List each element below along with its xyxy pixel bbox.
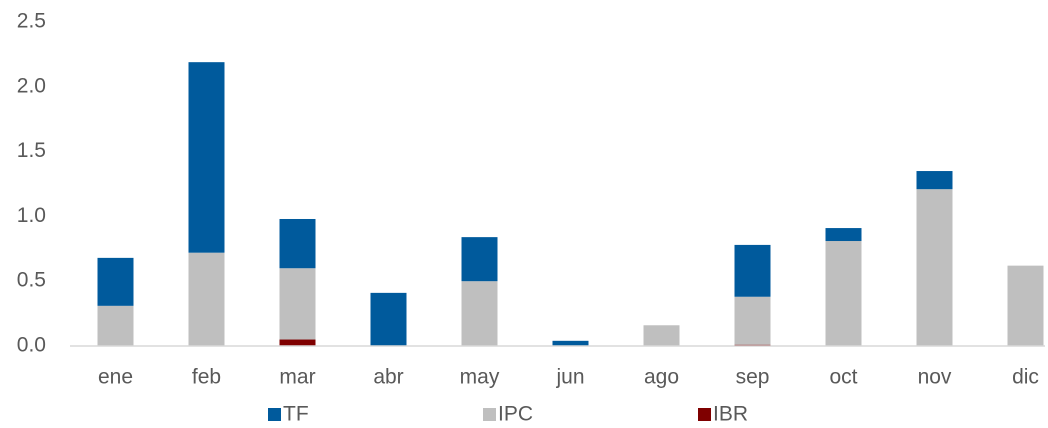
bar-segment (461, 281, 498, 346)
bar-segment (825, 228, 862, 242)
x-tick-label: dic (1012, 366, 1039, 389)
legend-label: TF (283, 403, 309, 426)
legend-label: IBR (713, 403, 748, 426)
bar-segment (734, 296, 771, 345)
bar-segment (734, 244, 771, 297)
y-tick-label: 0.0 (17, 334, 46, 357)
bar-segment (188, 62, 225, 253)
y-tick-label: 0.5 (17, 269, 46, 292)
legend-swatch (698, 408, 711, 421)
x-tick-label: ene (98, 366, 133, 389)
bar-segment (97, 257, 134, 306)
bar-segment (825, 241, 862, 346)
bar-segment (552, 340, 589, 346)
bar-segment (370, 292, 407, 346)
bar-segment (279, 218, 316, 269)
x-tick-label: nov (918, 366, 952, 389)
bar-segment (643, 325, 680, 346)
x-tick-label: mar (279, 366, 315, 389)
bar-segment (97, 305, 134, 346)
legend-swatch (483, 408, 496, 421)
y-tick-label: 2.0 (17, 74, 46, 97)
x-tick-label: feb (192, 366, 221, 389)
bar-segment (188, 252, 225, 346)
bar-segment (916, 171, 953, 190)
x-tick-label: ago (644, 366, 679, 389)
bar-segment (1007, 265, 1044, 346)
x-tick-label: oct (829, 366, 857, 389)
x-tick-label: may (460, 366, 500, 389)
y-tick-label: 1.0 (17, 204, 46, 227)
bar-segment (916, 189, 953, 346)
y-tick-label: 2.5 (17, 10, 46, 33)
bar-segment (279, 268, 316, 340)
legend-swatch (268, 408, 281, 421)
bar-segment (279, 339, 316, 346)
x-tick-label: jun (555, 366, 584, 389)
x-tick-label: sep (736, 366, 770, 389)
y-tick-label: 1.5 (17, 139, 46, 162)
bar-segment (461, 237, 498, 282)
legend-label: IPC (498, 403, 533, 426)
x-tick-label: abr (373, 366, 403, 389)
